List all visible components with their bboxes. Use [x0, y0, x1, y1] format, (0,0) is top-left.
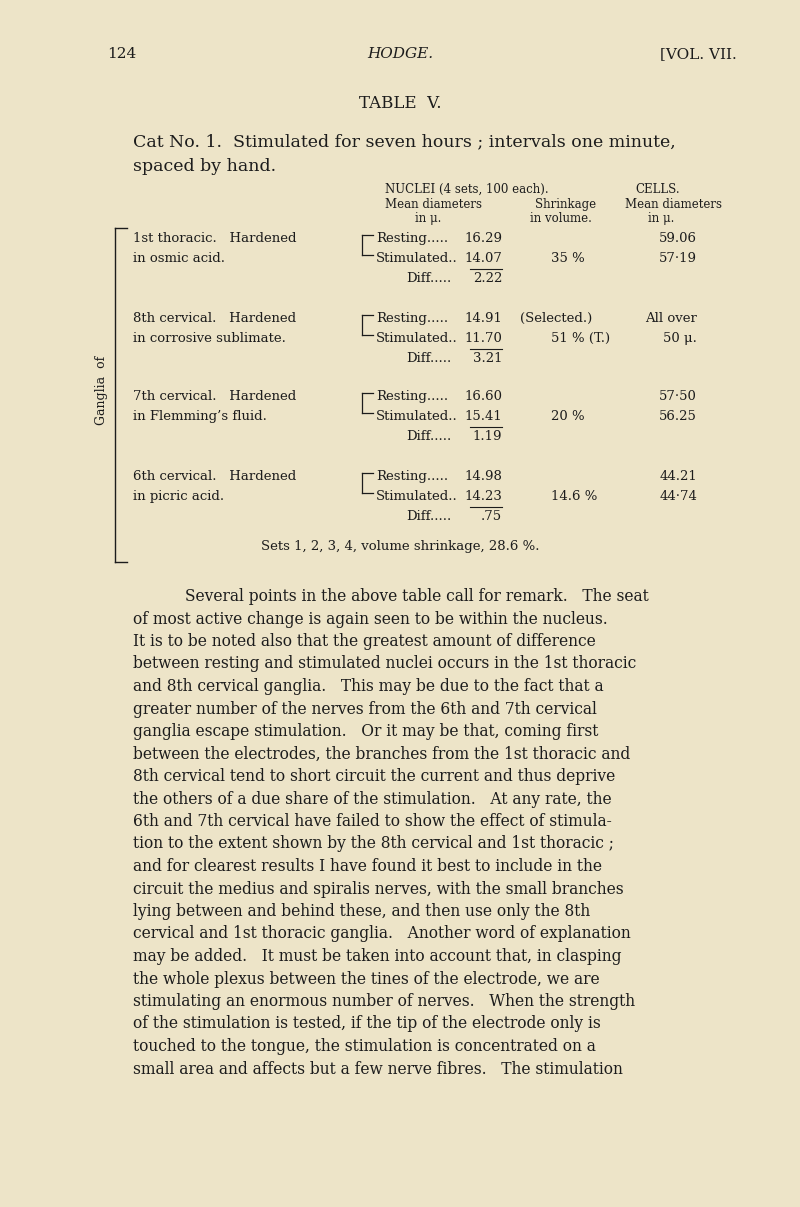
Text: cervical and 1st thoracic ganglia.   Another word of explanation: cervical and 1st thoracic ganglia. Anoth…: [133, 926, 630, 943]
Text: 1.19: 1.19: [473, 430, 502, 443]
Text: 124: 124: [107, 47, 136, 62]
Text: 14.23: 14.23: [464, 490, 502, 503]
Text: in corrosive sublimate.: in corrosive sublimate.: [133, 332, 286, 345]
Text: 14.07: 14.07: [464, 252, 502, 266]
Text: Stimulated..: Stimulated..: [376, 410, 458, 422]
Text: Diff.....: Diff.....: [406, 352, 451, 365]
Text: 6th cervical.   Hardened: 6th cervical. Hardened: [133, 470, 296, 483]
Text: 8th cervical tend to short circuit the current and thus deprive: 8th cervical tend to short circuit the c…: [133, 768, 615, 785]
Text: in μ.: in μ.: [648, 212, 674, 225]
Text: 2.22: 2.22: [473, 272, 502, 285]
Text: 16.60: 16.60: [464, 390, 502, 403]
Text: between the electrodes, the branches from the 1st thoracic and: between the electrodes, the branches fro…: [133, 746, 630, 763]
Text: CELLS.: CELLS.: [635, 183, 680, 196]
Text: 59.06: 59.06: [659, 232, 697, 245]
Text: Resting.....: Resting.....: [376, 232, 448, 245]
Text: small area and affects but a few nerve fibres.   The stimulation: small area and affects but a few nerve f…: [133, 1061, 623, 1078]
Text: Resting.....: Resting.....: [376, 311, 448, 325]
Text: Diff.....: Diff.....: [406, 511, 451, 523]
Text: NUCLEI (4 sets, 100 each).: NUCLEI (4 sets, 100 each).: [385, 183, 549, 196]
Text: 14.91: 14.91: [464, 311, 502, 325]
Text: Stimulated..: Stimulated..: [376, 490, 458, 503]
Text: 3.21: 3.21: [473, 352, 502, 365]
Text: in picric acid.: in picric acid.: [133, 490, 224, 503]
Text: 35 %: 35 %: [551, 252, 585, 266]
Text: Mean diameters: Mean diameters: [625, 198, 722, 211]
Text: 1st thoracic.   Hardened: 1st thoracic. Hardened: [133, 232, 297, 245]
Text: HODGE.: HODGE.: [367, 47, 433, 62]
Text: in volume.: in volume.: [530, 212, 592, 225]
Text: TABLE  V.: TABLE V.: [358, 95, 442, 112]
Text: Cat No. 1.  Stimulated for seven hours ; intervals one minute,: Cat No. 1. Stimulated for seven hours ; …: [133, 133, 676, 150]
Text: 50 μ.: 50 μ.: [663, 332, 697, 345]
Text: the others of a due share of the stimulation.   At any rate, the: the others of a due share of the stimula…: [133, 791, 612, 807]
Text: 6th and 7th cervical have failed to show the effect of stimula-: 6th and 7th cervical have failed to show…: [133, 814, 612, 830]
Text: Mean diameters: Mean diameters: [385, 198, 482, 211]
Text: Resting.....: Resting.....: [376, 390, 448, 403]
Text: greater number of the nerves from the 6th and 7th cervical: greater number of the nerves from the 6t…: [133, 700, 597, 717]
Text: may be added.   It must be taken into account that, in clasping: may be added. It must be taken into acco…: [133, 947, 622, 966]
Text: Ganglia  of: Ganglia of: [95, 355, 109, 425]
Text: 51 % (T.): 51 % (T.): [551, 332, 610, 345]
Text: and for clearest results I have found it best to include in the: and for clearest results I have found it…: [133, 858, 602, 875]
Text: circuit the medius and spiralis nerves, with the small branches: circuit the medius and spiralis nerves, …: [133, 880, 624, 898]
Text: the whole plexus between the tines of the electrode, we are: the whole plexus between the tines of th…: [133, 970, 600, 987]
Text: Resting.....: Resting.....: [376, 470, 448, 483]
Text: ganglia escape stimulation.   Or it may be that, coming first: ganglia escape stimulation. Or it may be…: [133, 723, 598, 740]
Text: 16.29: 16.29: [464, 232, 502, 245]
Text: touched to the tongue, the stimulation is concentrated on a: touched to the tongue, the stimulation i…: [133, 1038, 596, 1055]
Text: [VOL. VII.: [VOL. VII.: [660, 47, 737, 62]
Text: lying between and behind these, and then use only the 8th: lying between and behind these, and then…: [133, 903, 590, 920]
Text: Diff.....: Diff.....: [406, 272, 451, 285]
Text: 14.98: 14.98: [464, 470, 502, 483]
Text: Stimulated..: Stimulated..: [376, 332, 458, 345]
Text: 44·74: 44·74: [659, 490, 697, 503]
Text: in μ.: in μ.: [415, 212, 442, 225]
Text: in osmic acid.: in osmic acid.: [133, 252, 225, 266]
Text: Diff.....: Diff.....: [406, 430, 451, 443]
Text: 57·50: 57·50: [659, 390, 697, 403]
Text: All over: All over: [645, 311, 697, 325]
Text: between resting and stimulated nuclei occurs in the 1st thoracic: between resting and stimulated nuclei oc…: [133, 655, 636, 672]
Text: 14.6 %: 14.6 %: [551, 490, 598, 503]
Text: tion to the extent shown by the 8th cervical and 1st thoracic ;: tion to the extent shown by the 8th cerv…: [133, 835, 614, 852]
Text: of the stimulation is tested, if the tip of the electrode only is: of the stimulation is tested, if the tip…: [133, 1015, 601, 1032]
Text: Shrinkage: Shrinkage: [535, 198, 596, 211]
Text: Stimulated..: Stimulated..: [376, 252, 458, 266]
Text: (Selected.): (Selected.): [520, 311, 592, 325]
Text: in Flemming’s fluid.: in Flemming’s fluid.: [133, 410, 267, 422]
Text: stimulating an enormous number of nerves.   When the strength: stimulating an enormous number of nerves…: [133, 993, 635, 1010]
Text: 20 %: 20 %: [551, 410, 585, 422]
Text: It is to be noted also that the greatest amount of difference: It is to be noted also that the greatest…: [133, 632, 596, 651]
Text: of most active change is again seen to be within the nucleus.: of most active change is again seen to b…: [133, 611, 608, 628]
Text: Sets 1, 2, 3, 4, volume shrinkage, 28.6 %.: Sets 1, 2, 3, 4, volume shrinkage, 28.6 …: [261, 540, 539, 553]
Text: 56.25: 56.25: [659, 410, 697, 422]
Text: 57·19: 57·19: [659, 252, 697, 266]
Text: spaced by hand.: spaced by hand.: [133, 158, 276, 175]
Text: and 8th cervical ganglia.   This may be due to the fact that a: and 8th cervical ganglia. This may be du…: [133, 678, 604, 695]
Text: .75: .75: [481, 511, 502, 523]
Text: Several points in the above table call for remark.   The seat: Several points in the above table call f…: [185, 588, 649, 605]
Text: 7th cervical.   Hardened: 7th cervical. Hardened: [133, 390, 296, 403]
Text: 8th cervical.   Hardened: 8th cervical. Hardened: [133, 311, 296, 325]
Text: 44.21: 44.21: [659, 470, 697, 483]
Text: 15.41: 15.41: [464, 410, 502, 422]
Text: 11.70: 11.70: [464, 332, 502, 345]
